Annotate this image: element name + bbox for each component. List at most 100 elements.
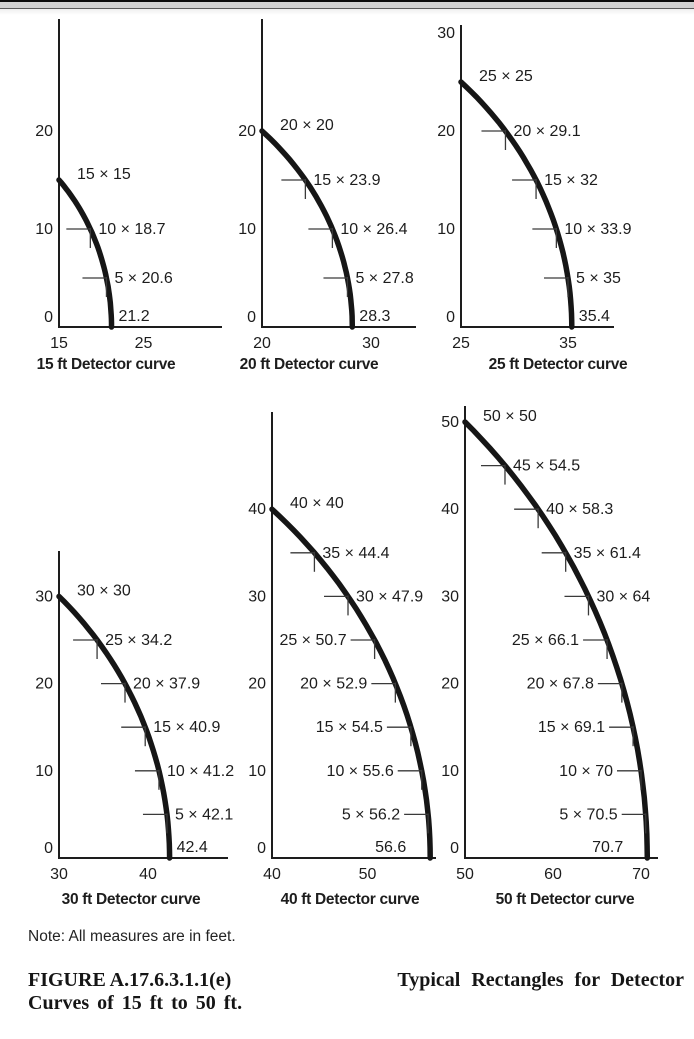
chart-title: 20 ft Detector curve [240,356,379,373]
detector-curve [56,177,115,330]
rect-label: 40 × 40 [290,495,344,512]
chart-20ft: 20 30 0 10 20 20 × 20 15 × 23.9 10 × 26.4 5 × 27… [238,19,416,373]
chart-25ft: 25 35 0 10 20 30 25 × 25 20 × 29.1 15 × 32 10 × 3… [437,25,632,373]
rect-label: 15 × 40.9 [153,719,220,736]
detector-curve [259,128,356,330]
figure-caption-title-line1: Typical Rectangles for Detector [397,969,684,991]
rect-label: 10 × 26.4 [340,221,407,238]
rect-label: 20 × 67.8 [527,676,594,693]
y-tick-label: 20 [238,123,256,140]
figure-caption-line1: FIGURE A.17.6.3.1.1(e) Typical Rectangle… [28,969,684,992]
detector-curve [462,419,651,861]
y-tick-label: 30 [437,25,455,42]
rect-label: 15 × 15 [77,166,131,183]
y-tick-label: 10 [437,221,455,238]
rect-label: 20 × 37.9 [133,676,200,693]
y-tick-label: 40 [441,501,459,518]
y-tick-label: 0 [450,840,459,857]
y-tick-label: 0 [44,309,53,326]
x-tick-label: 20 [253,335,271,352]
x-tick-label: 35 [559,335,577,352]
x-tick-label: 50 [456,866,474,883]
rect-label: 30 × 64 [596,588,650,605]
chart-30ft: 30 40 0 10 20 30 30 × 30 25 × 34.2 20 × 37.9 15 ×… [35,551,234,908]
detector-curve [56,593,173,861]
y-tick-label: 10 [238,221,256,238]
rect-label: 20 × 52.9 [300,676,367,693]
rect-label: 25 × 25 [479,68,533,85]
rect-label: 35 × 61.4 [574,545,641,562]
y-tick-label: 40 [248,501,266,518]
y-tick-label: 10 [35,763,53,780]
y-tick-label: 20 [35,676,53,693]
y-tick-label: 20 [35,123,53,140]
detector-curve [269,506,433,861]
x-tick-label: 70 [632,866,650,883]
chart-15ft: 15 25 0 10 20 15 × 15 10 × 18.7 5 × 20.6 21.2 15 … [35,19,222,373]
y-tick-label: 0 [247,309,256,326]
chart-title: 50 ft Detector curve [496,891,635,908]
rect-label: 20 × 29.1 [513,123,580,140]
rect-label: 20 × 20 [280,117,334,134]
figure-caption-label: FIGURE A.17.6.3.1.1(e) [28,969,232,991]
detector-curve [458,79,575,330]
y-tick-label: 50 [441,414,459,431]
rect-label: 25 × 66.1 [512,632,579,649]
y-tick-label: 10 [248,763,266,780]
chart-title: 30 ft Detector curve [62,891,201,908]
rect-label: 35.4 [579,308,610,325]
y-tick-label: 20 [441,676,459,693]
rect-label: 42.4 [177,839,208,856]
y-tick-label: 0 [257,840,266,857]
rect-label: 21.2 [119,308,150,325]
rect-label: 70.7 [592,839,623,856]
x-tick-label: 25 [452,335,470,352]
rect-label: 10 × 41.2 [167,763,234,780]
figure-note: Note: All measures are in feet. [28,928,236,945]
y-tick-label: 10 [35,221,53,238]
rect-label: 5 × 35 [576,270,621,287]
rect-label: 28.3 [359,308,390,325]
y-tick-label: 30 [248,588,266,605]
rect-label: 30 × 47.9 [356,588,423,605]
rect-label: 5 × 27.8 [355,270,413,287]
y-tick-label: 0 [446,309,455,326]
rect-label: 5 × 56.2 [342,806,400,823]
rect-label: 15 × 54.5 [316,719,383,736]
rect-label: 5 × 42.1 [175,806,233,823]
figure-caption-title-line2: Curves of 15 ft to 50 ft. [28,992,243,1014]
rect-label: 30 × 30 [77,582,131,599]
rect-label: 10 × 55.6 [327,763,394,780]
rect-label: 25 × 34.2 [105,632,172,649]
rect-label: 5 × 20.6 [114,270,172,287]
window-top-edge [0,0,694,16]
rect-label: 15 × 69.1 [538,719,605,736]
rect-label: 56.6 [375,839,406,856]
x-tick-label: 30 [362,335,380,352]
chart-title: 25 ft Detector curve [489,356,628,373]
chart-50ft: 50 60 70 0 10 20 30 40 50 50 × 50 45 × 54.5 40 × 58… [441,406,658,908]
x-tick-label: 60 [544,866,562,883]
chart-title: 40 ft Detector curve [281,891,420,908]
x-tick-label: 30 [50,866,68,883]
y-tick-label: 0 [44,840,53,857]
x-tick-label: 50 [359,866,377,883]
x-tick-label: 40 [263,866,281,883]
y-tick-label: 20 [437,123,455,140]
x-tick-label: 25 [135,335,153,352]
rect-label: 10 × 33.9 [564,221,631,238]
rect-label: 10 × 18.7 [98,221,165,238]
rect-label: 15 × 23.9 [313,172,380,189]
y-tick-label: 30 [441,588,459,605]
rect-label: 45 × 54.5 [513,458,580,475]
rect-label: 25 × 50.7 [279,632,346,649]
chart-40ft: 40 50 0 10 20 30 40 40 × 40 35 × 44.4 30 × 47.9 25… [248,412,436,908]
x-tick-label: 40 [139,866,157,883]
rect-label: 50 × 50 [483,408,537,425]
chart-title: 15 ft Detector curve [37,356,176,373]
y-tick-label: 20 [248,676,266,693]
y-tick-label: 30 [35,588,53,605]
y-tick-label: 10 [441,763,459,780]
